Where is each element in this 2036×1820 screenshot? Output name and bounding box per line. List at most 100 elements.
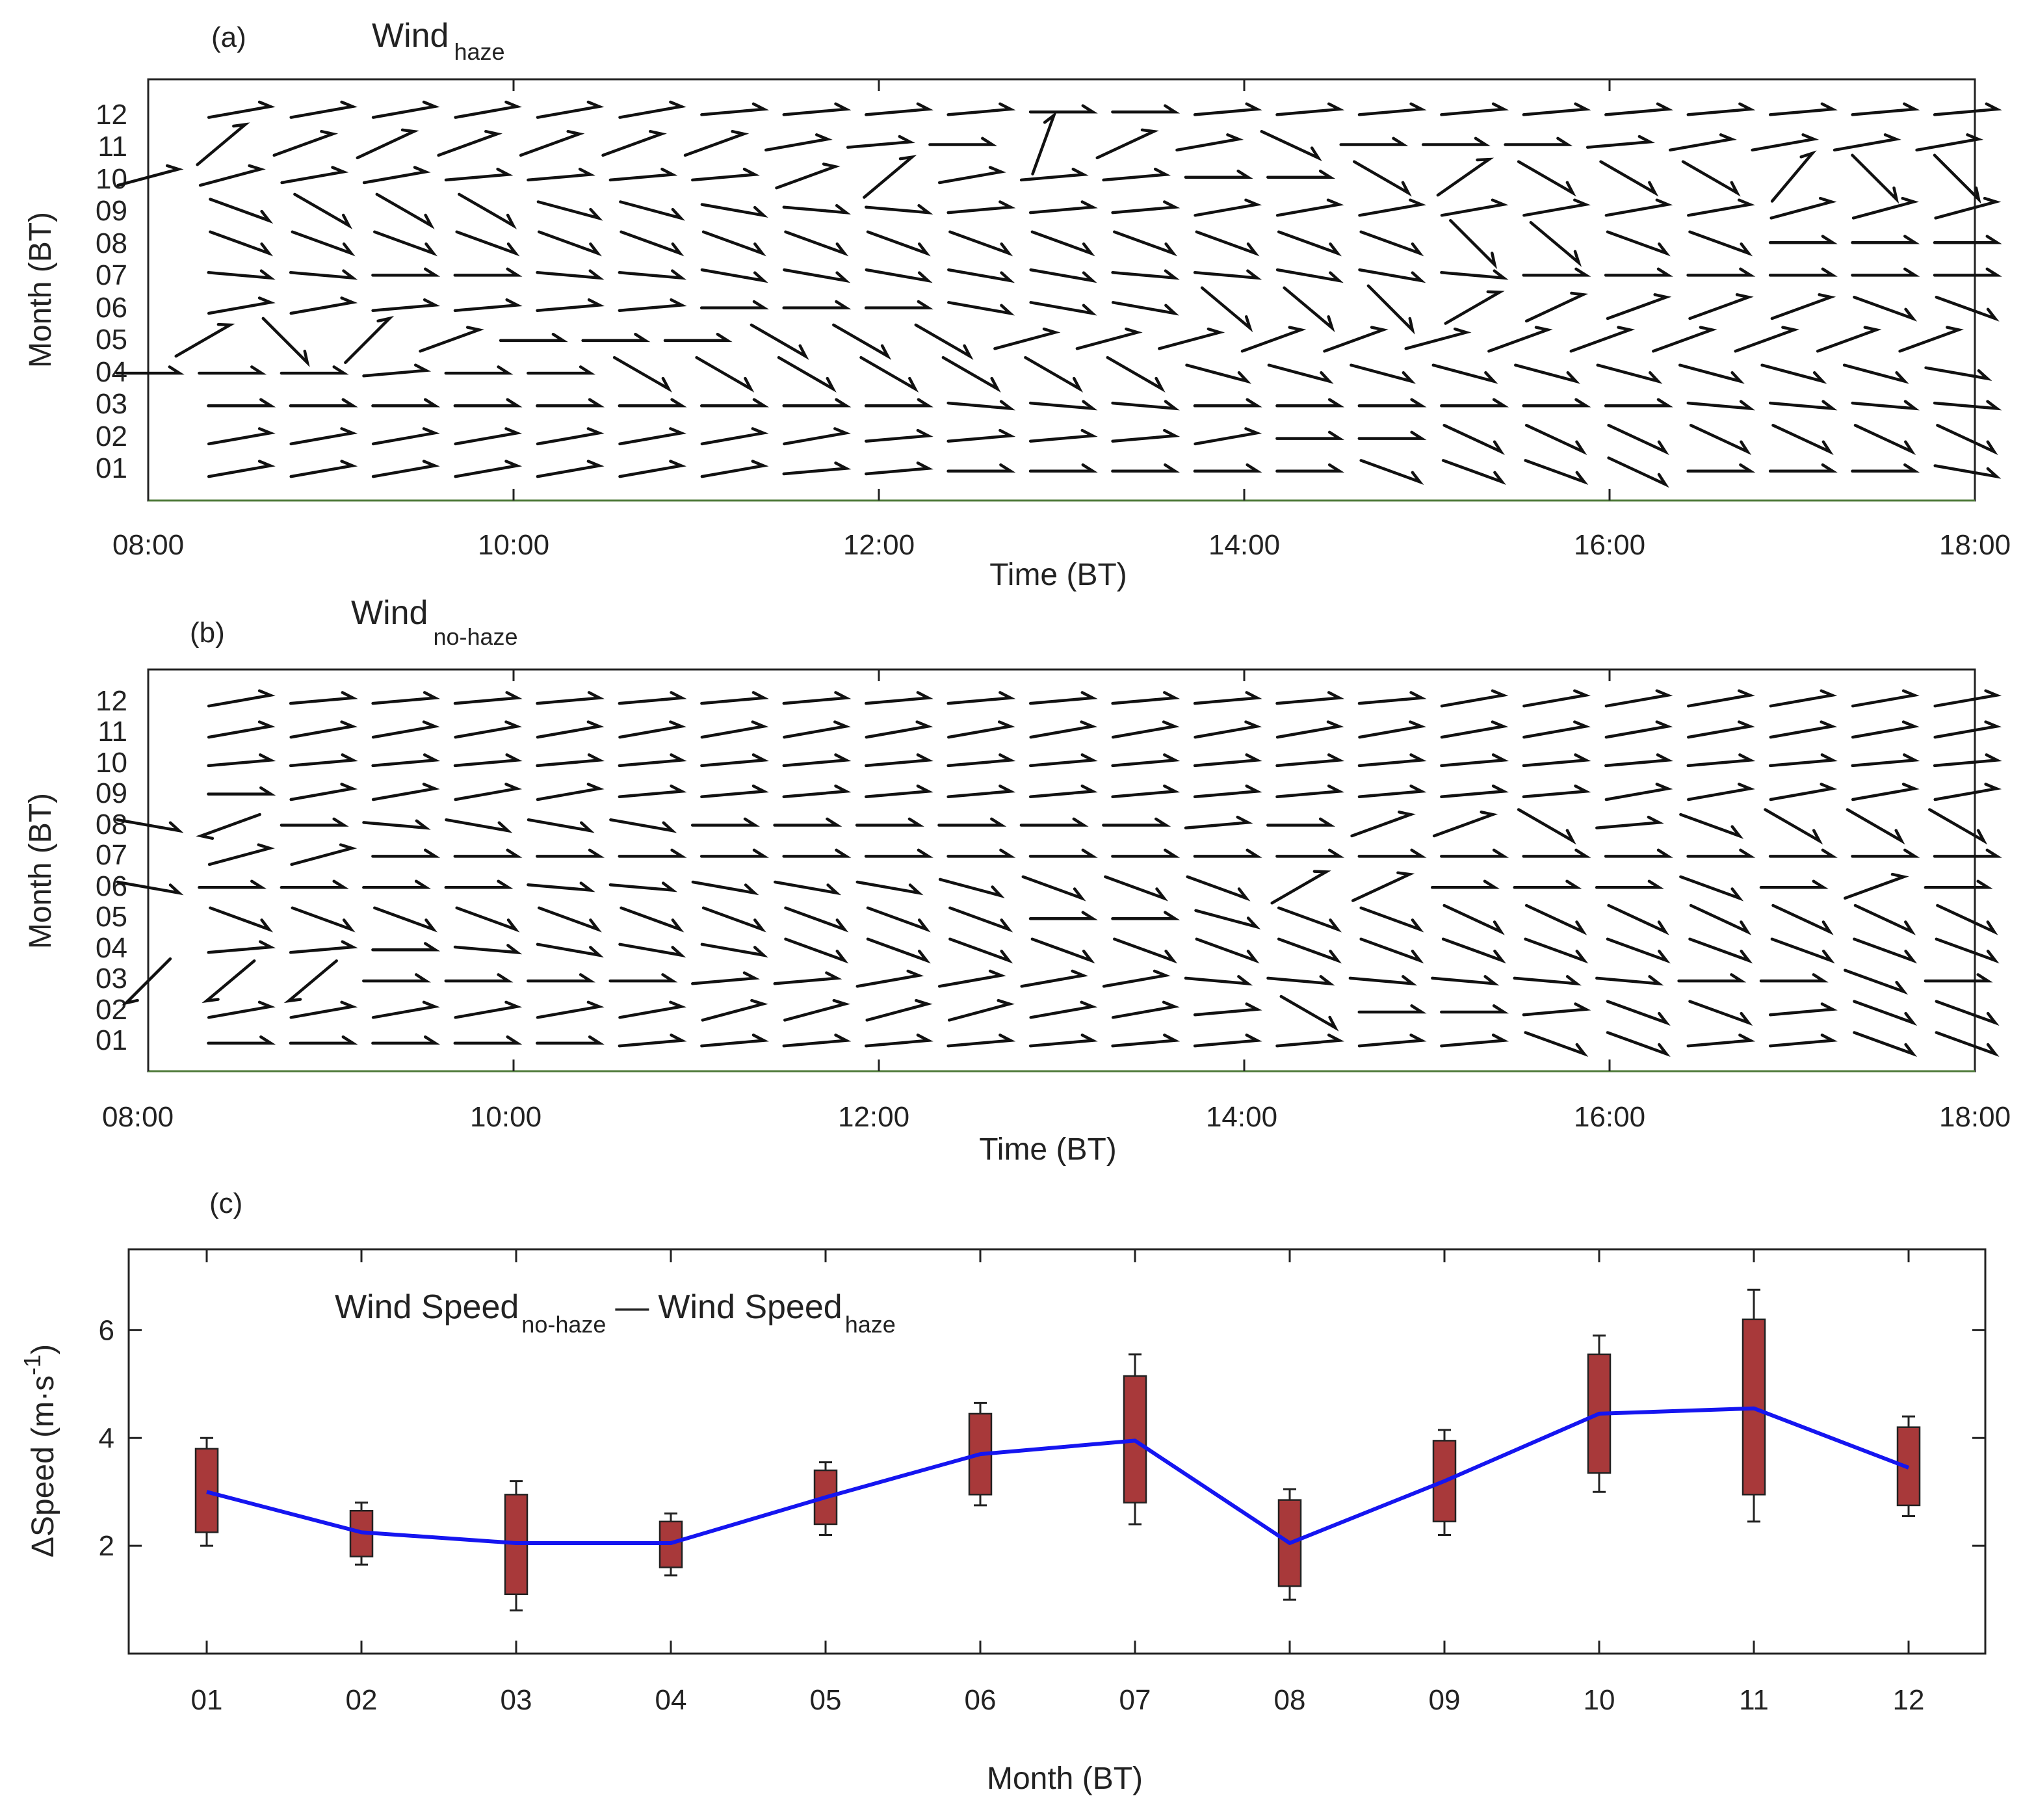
panel-a-title: Wind haze [372, 17, 505, 65]
panel-a-ytick-label: 06 [96, 292, 127, 324]
wind-barb [1768, 235, 1838, 244]
panel-b-title-sub: no-haze [433, 623, 517, 650]
wind-barb [1440, 1004, 1509, 1014]
wind-barb [1275, 753, 1345, 768]
wind-barb [700, 102, 769, 116]
panel-a-ytick-label: 12 [96, 99, 127, 131]
wind-barb [527, 881, 595, 892]
wind-barb [700, 203, 768, 218]
wind-barb [1668, 133, 1737, 152]
wind-barb [1357, 753, 1427, 768]
wind-barb [1028, 753, 1098, 768]
wind-barb [1851, 235, 1920, 244]
wind-barb [1686, 848, 1756, 858]
wind-barb [1769, 689, 1838, 708]
panel-c-xtick-label: 08 [1274, 1684, 1306, 1716]
wind-barb [1111, 200, 1181, 214]
wind-barb [620, 906, 685, 933]
wind-barb [207, 720, 276, 739]
wind-barb [362, 166, 431, 185]
wind-barb [1522, 267, 1591, 277]
wind-barb [1102, 167, 1171, 182]
wind-barb [1604, 753, 1673, 768]
wind-barb [1604, 267, 1673, 277]
wind-barb [618, 942, 686, 958]
wind-barb [1769, 196, 1837, 220]
wind-barb [375, 192, 435, 229]
wind-barb [1275, 268, 1344, 283]
wind-barb [700, 268, 768, 283]
wind-barb [291, 906, 356, 933]
wind-barb [1924, 973, 1993, 983]
wind-barb [289, 1035, 358, 1045]
wind-barb [536, 398, 605, 408]
wind-barb [690, 817, 760, 827]
wind-barb [1677, 973, 1747, 983]
panel-c-y-title-sup: -1 [19, 1355, 46, 1375]
wind-barb [290, 843, 358, 866]
panel-b-wind-barbs [116, 689, 2002, 1058]
wind-barb [1606, 937, 1671, 964]
wind-barb [499, 332, 568, 343]
wind-barb [1768, 753, 1838, 768]
wind-barb [371, 100, 440, 119]
wind-barb [1357, 1034, 1427, 1048]
wind-barb [700, 691, 769, 705]
wind-barb [608, 167, 678, 182]
box-iqr [813, 1469, 838, 1526]
wind-barb [289, 940, 358, 954]
panel-c-legend-dash: — [615, 1288, 649, 1326]
wind-barb [1522, 198, 1591, 217]
panel-c-xtick-label: 06 [965, 1684, 997, 1716]
wind-barb [1771, 424, 1834, 456]
wind-barb [619, 200, 685, 221]
wind-barb [1853, 1031, 1918, 1058]
panel-a-ytick-label: 08 [96, 228, 127, 259]
wind-barb [947, 268, 1015, 283]
wind-barb [782, 102, 852, 116]
panel-b-ytick-label: 07 [96, 839, 127, 871]
wind-barb [775, 162, 841, 190]
wind-barb [1111, 720, 1180, 739]
wind-barb [536, 298, 605, 313]
panel-a-xtick-label: 10:00 [478, 529, 549, 561]
wind-barb [1440, 1034, 1509, 1048]
panel-c-legend-part2: Wind Speed [658, 1288, 842, 1326]
wind-barb [207, 1035, 276, 1045]
wind-barb [1029, 720, 1098, 739]
panel-c-ytick-label: 2 [99, 1530, 114, 1562]
panel-c-xtick-label: 09 [1429, 1684, 1461, 1716]
wind-barb [1111, 1000, 1180, 1019]
wind-barb [1441, 937, 1506, 964]
wind-barb [283, 959, 338, 1004]
wind-barb [1686, 1034, 1756, 1048]
wind-barb [1768, 1002, 1838, 1017]
wind-barb [289, 691, 358, 705]
wind-barb [419, 326, 484, 353]
wind-barb [261, 317, 310, 367]
wind-barb [454, 460, 523, 478]
wind-barb [1024, 356, 1084, 393]
wind-barb [947, 720, 1015, 739]
wind-barb [928, 136, 998, 146]
wind-barb [362, 879, 432, 889]
panel-c-y-title-close: ) [26, 1344, 60, 1355]
wind-barb [371, 753, 441, 768]
wind-barb [207, 689, 276, 708]
wind-barb [865, 203, 933, 215]
wind-barb [1275, 198, 1344, 217]
wind-barb [782, 398, 852, 408]
wind-barb [289, 1000, 358, 1019]
wind-barb [362, 819, 431, 830]
wind-barb [1193, 269, 1262, 280]
wind-barb [864, 398, 933, 408]
panel-a-xticks: 08:00 10:00 12:00 14:00 16:00 18:00 [112, 79, 2011, 561]
wind-barb [289, 460, 358, 478]
wind-barb [371, 1000, 440, 1019]
wind-barb [1853, 424, 1916, 456]
wind-barb [1770, 150, 1817, 203]
wind-barb [116, 818, 184, 833]
wind-barb [855, 817, 924, 827]
wind-barb [946, 1034, 1016, 1048]
panel-c-xtick-label: 10 [1584, 1684, 1615, 1716]
